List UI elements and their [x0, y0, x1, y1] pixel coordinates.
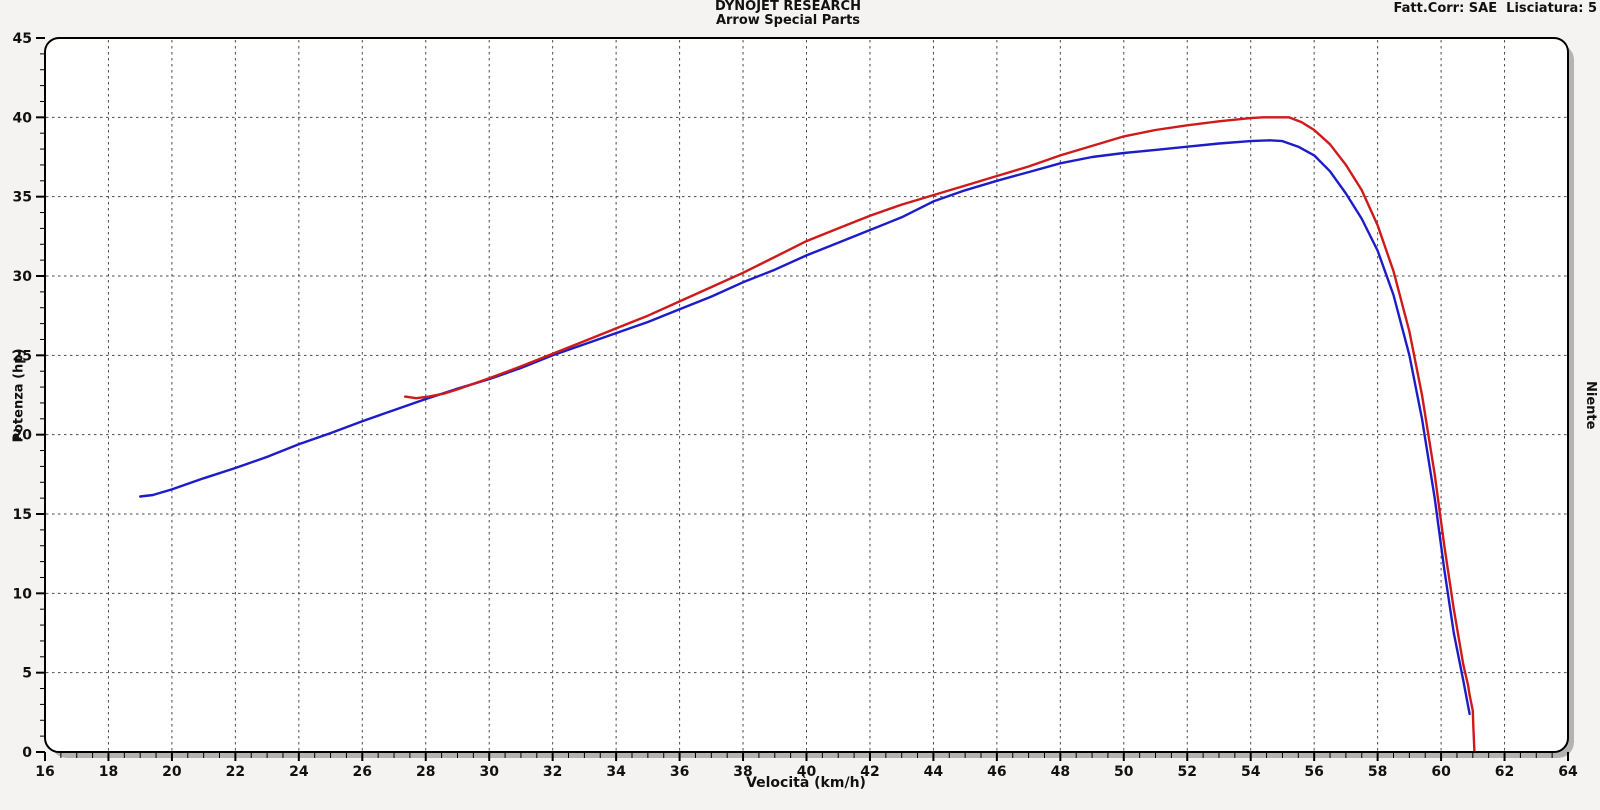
- x-tick-label: 48: [1051, 764, 1070, 780]
- x-tick-label: 16: [35, 764, 54, 780]
- y-tick-label: 35: [13, 190, 32, 206]
- x-tick-label: 26: [353, 764, 372, 780]
- y-tick-label: 45: [13, 31, 32, 47]
- x-tick-label: 56: [1304, 764, 1323, 780]
- page-title: DYNOJET RESEARCH: [715, 0, 861, 14]
- x-tick-label: 38: [733, 764, 752, 780]
- page-subtitle: Arrow Special Parts: [715, 13, 861, 28]
- y-tick-label: 10: [13, 586, 33, 602]
- x-tick-label: 36: [670, 764, 689, 780]
- y-tick-label: 40: [13, 110, 33, 126]
- x-tick-label: 30: [479, 764, 499, 780]
- grid-lines: [46, 40, 1567, 751]
- curve-run-blue: [138, 139, 1471, 716]
- tick-labels: 16 18 20 22 24 26 28 30 32 34 36 38 40 42 44 46 48 50 52 54…: [13, 31, 1578, 780]
- x-tick-label: 58: [1368, 764, 1387, 780]
- x-tick-label: 52: [1178, 764, 1197, 780]
- x-tick-label: 34: [606, 764, 626, 780]
- right-axis-label: Niente: [1583, 380, 1598, 430]
- x-tick-label: 22: [226, 764, 245, 780]
- y-tick-label: 20: [13, 428, 33, 444]
- y-tick-label: 15: [13, 507, 32, 523]
- correction-info: Fatt.Corr: SAE Lisciatura: 5: [1393, 1, 1597, 16]
- x-axis-title: Velocità (km/h): [746, 775, 866, 791]
- y-tick-label: 0: [22, 745, 32, 761]
- y-tick-label: 5: [22, 666, 32, 682]
- curve-run-red: [403, 116, 1476, 751]
- x-tick-label: 18: [99, 764, 118, 780]
- curves: [138, 116, 1476, 751]
- axis-ticks: [36, 37, 1569, 761]
- x-tick-label: 54: [1241, 764, 1261, 780]
- x-tick-label: 24: [289, 764, 309, 780]
- x-tick-label: 20: [162, 764, 182, 780]
- x-tick-label: 40: [797, 764, 817, 780]
- x-tick-label: 44: [924, 764, 944, 780]
- x-tick-label: 64: [1558, 764, 1578, 780]
- x-tick-label: 62: [1495, 764, 1514, 780]
- x-tick-label: 42: [860, 764, 879, 780]
- x-tick-label: 60: [1431, 764, 1451, 780]
- y-tick-label: 30: [13, 269, 33, 285]
- y-axis-title: Potenza (hp): [11, 348, 27, 443]
- x-tick-label: 46: [987, 764, 1006, 780]
- x-tick-label: 32: [543, 764, 562, 780]
- y-tick-label: 25: [13, 348, 32, 364]
- x-tick-label: 50: [1114, 764, 1134, 780]
- x-tick-label: 28: [416, 764, 435, 780]
